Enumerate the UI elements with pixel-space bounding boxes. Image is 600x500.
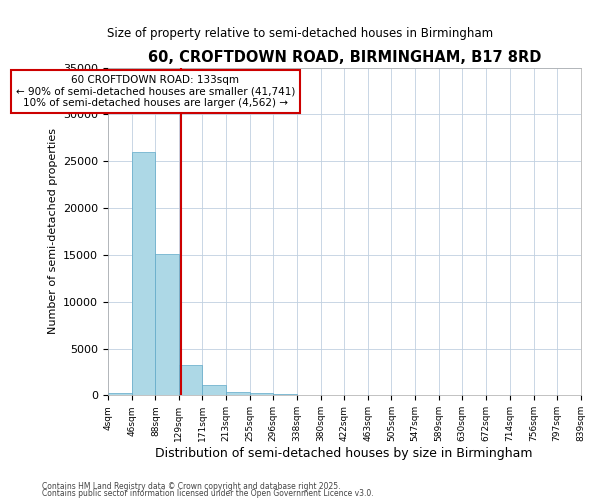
Text: Contains public sector information licensed under the Open Government Licence v3: Contains public sector information licen… xyxy=(42,489,374,498)
Bar xyxy=(273,394,297,396)
X-axis label: Distribution of semi-detached houses by size in Birmingham: Distribution of semi-detached houses by … xyxy=(155,447,533,460)
Bar xyxy=(226,392,250,396)
Bar xyxy=(155,254,179,396)
Bar xyxy=(202,385,226,396)
Text: Size of property relative to semi-detached houses in Birmingham: Size of property relative to semi-detach… xyxy=(107,28,493,40)
Bar xyxy=(250,394,273,396)
Title: 60, CROFTDOWN ROAD, BIRMINGHAM, B17 8RD: 60, CROFTDOWN ROAD, BIRMINGHAM, B17 8RD xyxy=(148,50,541,65)
Text: Contains HM Land Registry data © Crown copyright and database right 2025.: Contains HM Land Registry data © Crown c… xyxy=(42,482,341,491)
Text: 60 CROFTDOWN ROAD: 133sqm
← 90% of semi-detached houses are smaller (41,741)
10%: 60 CROFTDOWN ROAD: 133sqm ← 90% of semi-… xyxy=(16,75,295,108)
Bar xyxy=(131,152,155,396)
Bar xyxy=(179,366,202,396)
Bar xyxy=(108,392,131,396)
Y-axis label: Number of semi-detached properties: Number of semi-detached properties xyxy=(47,128,58,334)
